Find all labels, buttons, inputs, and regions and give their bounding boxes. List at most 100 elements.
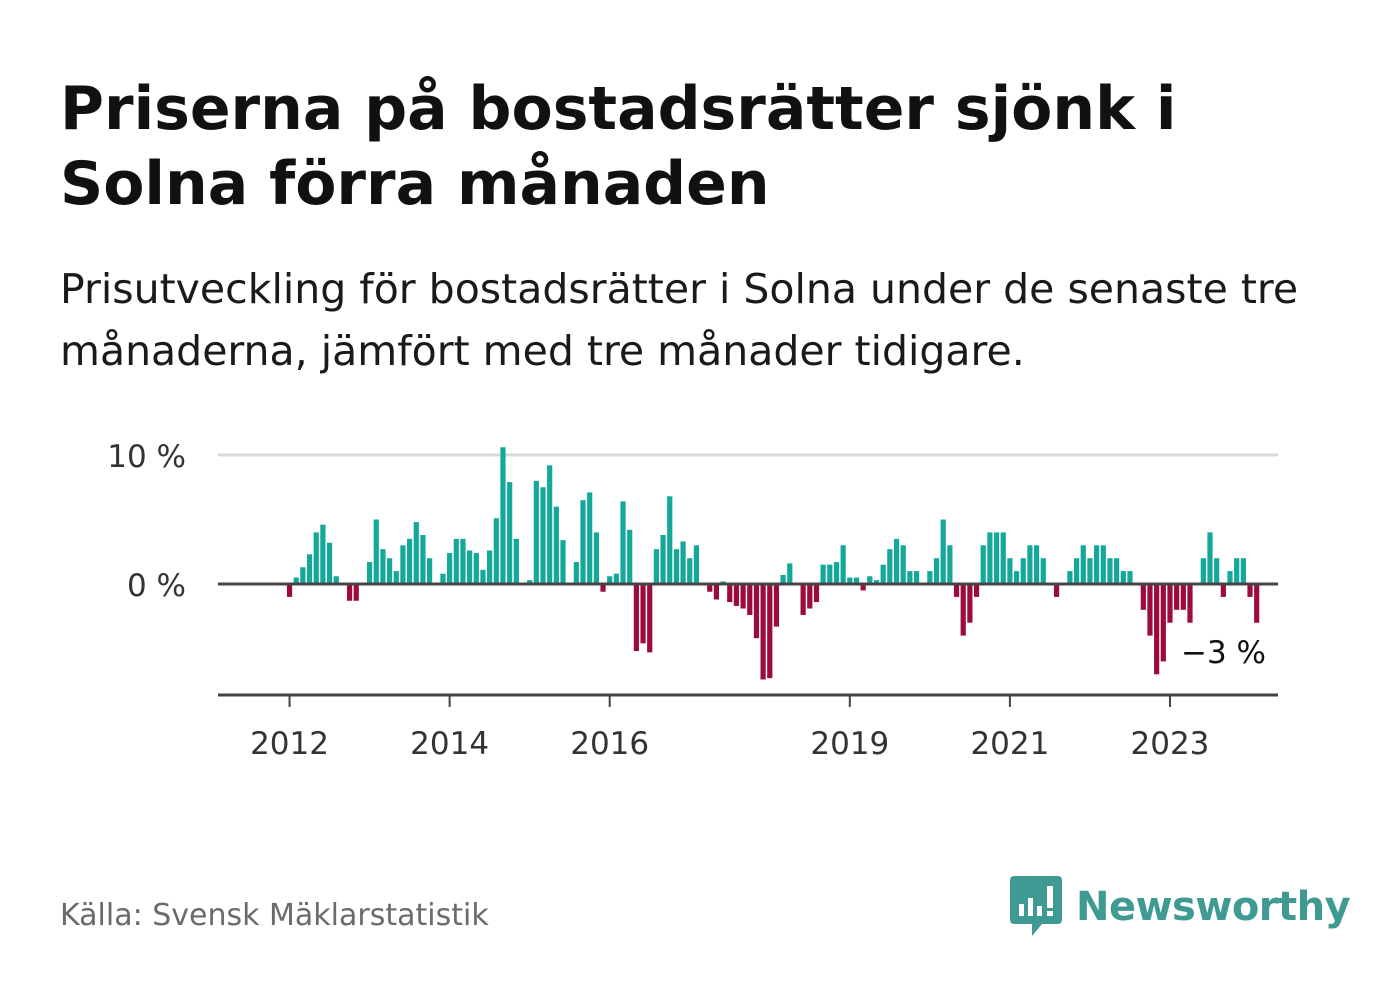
bar bbox=[860, 584, 866, 591]
bar bbox=[480, 569, 486, 584]
bar bbox=[767, 584, 773, 679]
bar bbox=[1007, 558, 1013, 584]
bar bbox=[1240, 558, 1246, 584]
bar bbox=[1187, 584, 1193, 623]
bar bbox=[820, 564, 826, 584]
bar bbox=[987, 532, 993, 584]
bar bbox=[787, 563, 793, 584]
bar bbox=[1140, 584, 1146, 610]
bar bbox=[907, 571, 913, 584]
bar bbox=[880, 564, 886, 584]
last-value-label: −3 % bbox=[1181, 635, 1266, 671]
bar bbox=[847, 577, 853, 584]
bar bbox=[487, 550, 493, 584]
axis-layer bbox=[218, 582, 1278, 707]
bar bbox=[427, 558, 433, 584]
bar bbox=[673, 549, 679, 584]
chart-subtitle: Prisutveckling för bostadsrätter i Solna… bbox=[60, 265, 1299, 375]
bar bbox=[733, 584, 740, 606]
bar bbox=[407, 538, 413, 584]
bar bbox=[1120, 571, 1126, 584]
bar bbox=[393, 571, 399, 584]
bar bbox=[893, 538, 900, 584]
bar bbox=[527, 580, 533, 584]
x-tick-label: 2021 bbox=[970, 726, 1049, 762]
bar bbox=[453, 538, 459, 584]
bar bbox=[873, 580, 880, 584]
bar bbox=[1107, 558, 1113, 584]
brand-logo[interactable]: Newsworthy bbox=[1010, 876, 1351, 938]
bar bbox=[1200, 558, 1206, 584]
bar bbox=[1027, 545, 1033, 584]
bar bbox=[693, 545, 700, 584]
bar bbox=[507, 482, 513, 584]
bar bbox=[773, 584, 780, 627]
bar bbox=[747, 584, 753, 615]
bar bbox=[913, 571, 920, 584]
bar bbox=[640, 584, 646, 644]
bar bbox=[607, 576, 613, 584]
bar bbox=[440, 573, 446, 584]
bar bbox=[867, 576, 873, 584]
bar bbox=[413, 522, 419, 584]
bar bbox=[1254, 584, 1260, 623]
bar bbox=[1080, 545, 1086, 584]
bar bbox=[1154, 584, 1160, 675]
bar bbox=[1020, 558, 1026, 584]
source-note: Källa: Svensk Mäklarstatistik bbox=[60, 898, 489, 933]
bar bbox=[547, 465, 553, 584]
bar bbox=[707, 584, 713, 592]
bar bbox=[300, 567, 306, 584]
bar bbox=[620, 501, 626, 584]
bar bbox=[947, 545, 953, 584]
bar bbox=[1087, 558, 1093, 584]
bar bbox=[593, 532, 599, 584]
bar bbox=[973, 584, 980, 597]
bar bbox=[293, 577, 299, 584]
bar bbox=[967, 584, 973, 623]
bar-chart: 0 % 10 % 2012 2014 2016 2019 2021 2023 −3 % bbox=[107, 439, 1278, 762]
bar bbox=[1147, 584, 1153, 636]
bar bbox=[380, 549, 386, 584]
bar bbox=[1174, 584, 1180, 610]
bar bbox=[1074, 558, 1080, 584]
bar bbox=[447, 553, 453, 584]
bar bbox=[1033, 545, 1040, 584]
bar bbox=[993, 532, 1000, 584]
bar bbox=[460, 538, 466, 584]
bar bbox=[1214, 558, 1220, 584]
bar bbox=[753, 584, 760, 639]
bar bbox=[600, 584, 606, 592]
label-layer: 0 % 10 % 2012 2014 2016 2019 2021 2023 −3 % bbox=[107, 439, 1266, 762]
bar bbox=[653, 549, 659, 584]
bar bbox=[827, 564, 833, 584]
chart-title: Priserna på bostadsrätter sjönk i Solna … bbox=[60, 74, 1177, 219]
bar bbox=[373, 519, 379, 584]
bar bbox=[320, 524, 326, 584]
bar bbox=[1207, 532, 1213, 584]
bar bbox=[1220, 584, 1226, 597]
bar bbox=[940, 519, 946, 584]
brand-name: Newsworthy bbox=[1076, 884, 1351, 930]
bar bbox=[1167, 584, 1173, 623]
bar bbox=[386, 558, 393, 584]
bar bbox=[1114, 558, 1120, 584]
bar bbox=[1100, 545, 1106, 584]
bar bbox=[560, 540, 566, 584]
bar bbox=[900, 545, 906, 584]
bar bbox=[807, 584, 813, 609]
bar bbox=[533, 480, 539, 584]
bar bbox=[1227, 571, 1233, 584]
bar bbox=[420, 534, 426, 584]
bar bbox=[326, 542, 333, 584]
bar bbox=[473, 553, 479, 584]
bar bbox=[1040, 558, 1046, 584]
bar bbox=[500, 447, 506, 584]
bar bbox=[727, 584, 733, 603]
bar bbox=[633, 584, 639, 652]
bar bbox=[667, 496, 673, 584]
bar bbox=[1067, 571, 1073, 584]
bar bbox=[660, 534, 666, 584]
x-tick-label: 2014 bbox=[410, 726, 489, 762]
bar bbox=[493, 518, 499, 584]
